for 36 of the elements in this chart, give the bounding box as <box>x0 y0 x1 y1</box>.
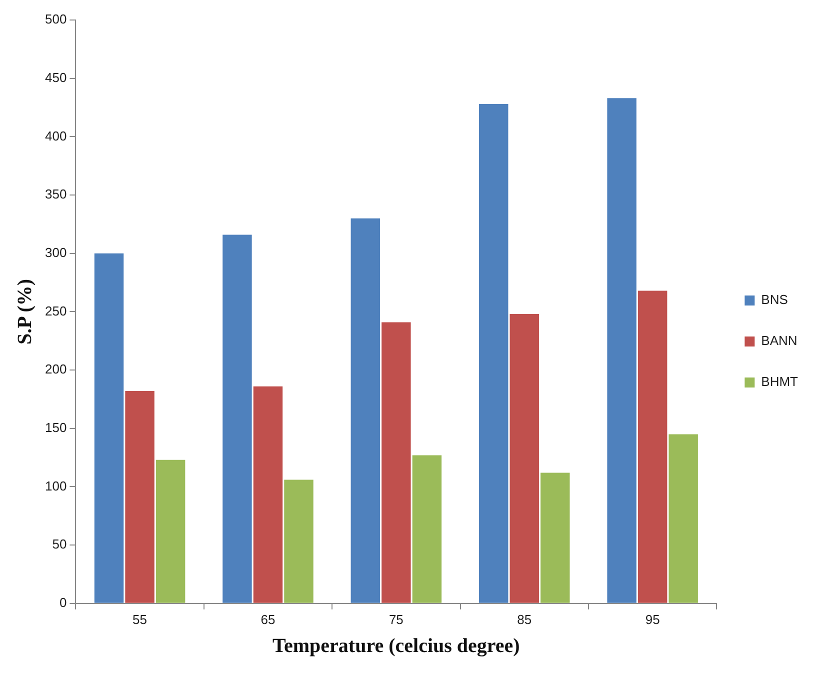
x-tick-label: 75 <box>388 612 404 627</box>
y-tick-label: 50 <box>52 536 67 552</box>
y-tick-label: 200 <box>44 362 67 377</box>
bar <box>668 434 698 603</box>
x-tick-label: 65 <box>260 612 276 627</box>
y-tick-label: 350 <box>44 186 67 202</box>
y-tick-label: 0 <box>59 594 67 610</box>
x-tick-label: 55 <box>132 612 148 627</box>
legend-label: BANN <box>761 333 798 348</box>
y-tick-label: 400 <box>44 128 67 144</box>
bar <box>510 314 539 603</box>
y-tick-label: 300 <box>44 244 67 260</box>
y-tick-label: 450 <box>44 70 67 85</box>
bar <box>350 218 380 603</box>
bar <box>284 480 314 603</box>
legend-label: BNS <box>761 292 788 308</box>
bar <box>607 98 636 603</box>
bar <box>638 290 668 603</box>
bar <box>540 472 570 603</box>
bar <box>156 460 186 603</box>
bar <box>222 234 252 603</box>
bar <box>382 322 411 603</box>
legend-label: BHMT <box>761 374 798 390</box>
bar <box>253 386 283 603</box>
y-tick-label: 100 <box>44 478 67 494</box>
x-axis-title: Temperature (celcius degree) <box>272 635 520 658</box>
y-tick-label: 500 <box>44 12 67 27</box>
bar <box>125 391 154 603</box>
x-tick-label: 95 <box>645 612 660 627</box>
y-tick-label: 150 <box>44 420 67 435</box>
bar <box>412 455 442 603</box>
y-axis-title: S.P (%) <box>14 278 36 344</box>
bar <box>94 253 124 603</box>
bar <box>478 104 508 603</box>
x-tick-label: 85 <box>517 612 532 627</box>
y-tick-label: 250 <box>44 303 67 318</box>
